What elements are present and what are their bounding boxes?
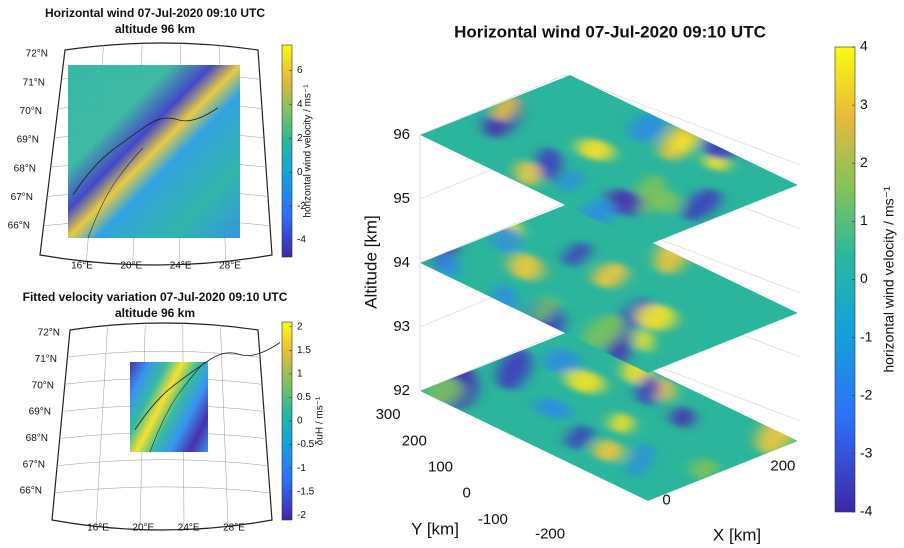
longitude-label: 16°E bbox=[71, 261, 93, 272]
z-tick-label: 94 bbox=[393, 254, 410, 271]
surface-base bbox=[420, 331, 798, 501]
map-subtitle: altitude 96 km bbox=[115, 22, 195, 36]
latitude-label: 69°N bbox=[17, 135, 39, 146]
y-tick-label: 200 bbox=[402, 432, 427, 449]
map-field bbox=[68, 65, 240, 238]
z-tick-label: 95 bbox=[393, 190, 410, 207]
latitude-label: 67°N bbox=[11, 192, 33, 203]
map-title: Fitted velocity variation 07-Jul-2020 09… bbox=[23, 290, 288, 304]
longitude-label: 24°E bbox=[170, 261, 192, 272]
colorbar-tick-label: 1.5 bbox=[297, 345, 311, 356]
z-axis-label: Altitude [km] bbox=[361, 215, 380, 309]
colorbar bbox=[282, 45, 292, 257]
longitude-label: 28°E bbox=[223, 523, 245, 534]
z-tick-label: 96 bbox=[393, 126, 410, 143]
colorbar-tick-label: -0.5 bbox=[297, 439, 315, 450]
colorbar-tick-label: -2 bbox=[860, 386, 873, 402]
y-tick-label: 100 bbox=[428, 458, 453, 475]
map-title: Horizontal wind 07-Jul-2020 09:10 UTC bbox=[45, 6, 265, 20]
z-tick-label: 93 bbox=[393, 318, 410, 335]
longitude-label: 20°E bbox=[120, 261, 142, 272]
colorbar-tick-label: -4 bbox=[297, 235, 306, 246]
chart-title: Horizontal wind 07-Jul-2020 09:10 UTC bbox=[454, 22, 766, 41]
latitude-label: 70°N bbox=[32, 380, 54, 391]
surface-field bbox=[395, 61, 819, 250]
colorbar-tick-label: -1 bbox=[297, 463, 306, 474]
colorbar-tick-label: -3 bbox=[860, 445, 873, 461]
x-axis-label: X [km] bbox=[713, 525, 761, 544]
latitude-label: 66°N bbox=[20, 486, 42, 497]
longitude-label: 24°E bbox=[178, 523, 200, 534]
latitude-label: 68°N bbox=[14, 163, 36, 174]
figure-content: Horizontal wind 07-Jul-2020 09:10 UTC alt… bbox=[8, 6, 897, 544]
x-tick-label: 0 bbox=[662, 491, 670, 508]
y-axis-label: Y [km] bbox=[411, 519, 459, 538]
latitude-label: 67°N bbox=[23, 459, 45, 470]
x-tick-label: -200 bbox=[535, 525, 565, 542]
colorbar-tick-label: -1 bbox=[860, 328, 873, 344]
colorbar-tick-label: 6 bbox=[297, 65, 303, 76]
colorbar-tick-label: -4 bbox=[860, 503, 873, 519]
colorbar-tick-label: 2 bbox=[297, 321, 303, 332]
longitude-label: 16°E bbox=[87, 523, 109, 534]
colorbar-tick-label: 0.5 bbox=[297, 392, 311, 403]
longitude-label: 28°E bbox=[219, 261, 241, 272]
colorbar-tick-label: 3 bbox=[860, 96, 868, 112]
latitude-label: 66°N bbox=[8, 221, 30, 232]
colorbar-tick-label: 0 bbox=[297, 416, 303, 427]
colorbar-tick-label: -1.5 bbox=[297, 486, 315, 497]
colorbar-tick-label: 1 bbox=[297, 368, 303, 379]
y-tick-label: 0 bbox=[463, 485, 471, 502]
surface-plane bbox=[395, 61, 819, 250]
colorbar-tick-label: 1 bbox=[860, 212, 868, 228]
colorbar-label: horizontal wind velocity / ms⁻¹ bbox=[881, 186, 897, 373]
colorbar-tick-label: 0 bbox=[860, 270, 868, 286]
latitude-label: 71°N bbox=[23, 77, 45, 88]
colorbar-tick-label: 2 bbox=[860, 154, 868, 170]
colorbar-label: horizontal wind velocity / ms⁻¹ bbox=[303, 84, 314, 218]
latitude-label: 68°N bbox=[26, 433, 48, 444]
latitude-label: 70°N bbox=[20, 106, 42, 117]
figure: Horizontal wind 07-Jul-2020 09:10 UTC alt… bbox=[0, 0, 904, 548]
y-tick-label: 300 bbox=[376, 406, 401, 423]
map-subtitle: altitude 96 km bbox=[115, 306, 195, 320]
x-tick-label: 200 bbox=[770, 457, 795, 474]
y-tick-label: -100 bbox=[478, 511, 508, 528]
latitude-label: 69°N bbox=[29, 407, 51, 418]
latitude-label: 72°N bbox=[26, 49, 48, 60]
latitude-label: 71°N bbox=[35, 354, 57, 365]
colorbar-label: δuH / ms⁻¹ bbox=[315, 396, 326, 445]
z-tick-label: 92 bbox=[393, 382, 410, 399]
longitude-label: 20°E bbox=[132, 523, 154, 534]
map-field bbox=[130, 362, 208, 452]
colorbar-tick-label: 4 bbox=[860, 38, 868, 54]
latitude-label: 72°N bbox=[38, 328, 60, 339]
colorbar-tick-label: -2 bbox=[297, 510, 306, 521]
